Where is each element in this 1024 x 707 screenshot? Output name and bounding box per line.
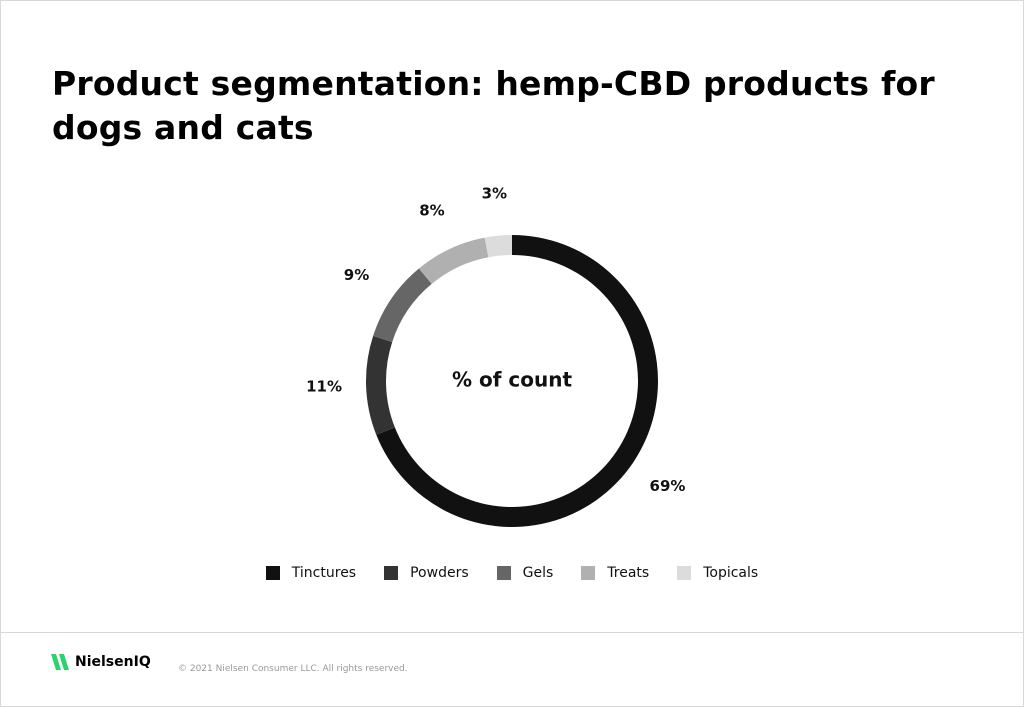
value-label: 9%: [344, 266, 369, 284]
legend-swatch: [265, 566, 280, 580]
logo-text: NielsenIQ: [75, 654, 151, 670]
legend-label: Tinctures: [291, 565, 357, 581]
value-label: 11%: [306, 377, 342, 395]
legend-swatch: [581, 566, 596, 580]
slice: [373, 268, 432, 343]
value-label: 3%: [482, 184, 507, 202]
value-label: 69%: [650, 477, 686, 495]
slice: [418, 237, 489, 284]
legend-label: Powders: [410, 565, 469, 581]
legend-swatch: [496, 566, 511, 580]
legend-item: Tinctures: [265, 565, 357, 581]
legend-label: Gels: [522, 565, 554, 581]
chart: 69% 11% 9% 8% 3% % of count: [306, 184, 686, 527]
legend: Tinctures Powders Gels Treats Topicals: [0, 565, 1024, 581]
copyright: © 2021 Nielsen Consumer LLC. All rights …: [178, 664, 408, 674]
legend-item: Gels: [496, 565, 554, 581]
footer-separator: [0, 632, 1024, 633]
legend-item: Treats: [581, 565, 649, 581]
legend-label: Treats: [607, 565, 650, 581]
slice: [366, 335, 395, 435]
slice: [484, 235, 512, 258]
legend-swatch: [384, 566, 399, 580]
legend-swatch: [677, 566, 692, 580]
logo: NielsenIQ: [50, 652, 151, 672]
legend-item: Topicals: [677, 565, 758, 581]
chart-title: Product segmentation: hemp-CBD products …: [52, 64, 935, 147]
center-label: % of count: [452, 368, 572, 392]
logo-icon: [51, 654, 69, 670]
legend-item: Powders: [384, 565, 469, 581]
value-label: 8%: [419, 201, 444, 219]
legend-label: Topicals: [703, 565, 759, 581]
